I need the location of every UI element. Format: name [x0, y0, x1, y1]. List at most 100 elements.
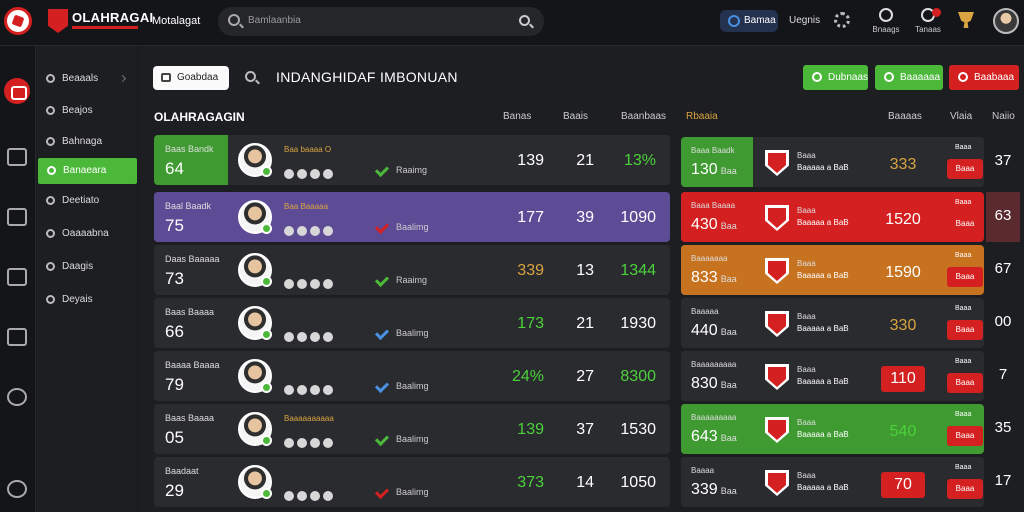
sidebar-item-8[interactable]: Deyais: [37, 287, 137, 313]
player-avatar[interactable]: [238, 412, 272, 446]
team-row[interactable]: Baaaa 339 Baa Baaa Baaaaa a BaB 70 Baaa B…: [681, 457, 984, 507]
col-header-1[interactable]: Banas: [503, 111, 532, 122]
form-dot-icon: [284, 169, 294, 179]
table-row[interactable]: Daas Baaaaa 73 Raaimg 339 13 1344: [154, 245, 670, 295]
status-pill[interactable]: Baaa: [947, 159, 983, 179]
filter-label: Goabdaa: [177, 72, 219, 83]
table-row[interactable]: Baaaa Baaaa 79 Baalimg 24% 27 8300: [154, 351, 670, 401]
gear-icon[interactable]: [834, 12, 850, 28]
player-avatar[interactable]: [238, 200, 272, 234]
trophy-icon[interactable]: [958, 12, 974, 28]
row-side-value: 7: [998, 366, 1008, 383]
row-value-1: 139: [517, 421, 544, 438]
form-dots: [284, 488, 336, 506]
app-logo[interactable]: [4, 7, 32, 35]
col-header-3[interactable]: Baanbaas: [621, 111, 667, 122]
user-avatar[interactable]: [993, 8, 1019, 34]
team-score: 333: [889, 156, 917, 173]
check-icon: [47, 166, 56, 175]
col-header-2[interactable]: Baais: [563, 111, 589, 122]
status-dot-icon: [261, 382, 272, 393]
row-accent: [154, 351, 228, 401]
form-dot-icon: [284, 438, 294, 448]
action-button-3[interactable]: Baabaaa: [949, 65, 1019, 90]
row-value-3: 1344: [620, 262, 656, 279]
top-icon-1[interactable]: Bnaags: [871, 8, 901, 34]
table-row[interactable]: Baal Baadk 75 Baa Baaaaa Baalimg 177 39 …: [154, 192, 670, 242]
status-pill[interactable]: Baaa: [947, 320, 983, 340]
rail-home-button[interactable]: [4, 78, 30, 104]
player-avatar[interactable]: [238, 359, 272, 393]
status-pill[interactable]: Baaa: [947, 373, 983, 393]
top-icon-2-label: Tanaas: [915, 25, 941, 34]
search-icon[interactable]: [245, 71, 256, 82]
action-button-2[interactable]: Baaaaaa: [875, 65, 943, 90]
rail-tools-icon[interactable]: [7, 388, 27, 406]
team-sublabel: Baaaaa a BaB: [797, 163, 849, 172]
action-button-1[interactable]: Dubnaas: [803, 65, 868, 90]
status-pill[interactable]: Baaa: [947, 214, 983, 234]
rail-chart-icon[interactable]: [7, 148, 27, 166]
shield-icon: [46, 295, 55, 304]
pill-header: Baaa: [955, 464, 972, 471]
team-row[interactable]: Baaa Baaaa 430 Baa Baaa Baaaaa a BaB 1520…: [681, 192, 984, 242]
right-col-header-2[interactable]: Vlaia: [950, 111, 973, 122]
search-submit-icon[interactable]: [519, 15, 530, 26]
status-pill-button[interactable]: Bamaa: [720, 10, 778, 32]
team-row[interactable]: Baaaaa 440 Baa Baaa Baaaaa a BaB 330 Baaa…: [681, 298, 984, 348]
row-name: Baas Bandk: [165, 144, 214, 154]
row-value-3: 1530: [620, 421, 656, 438]
team-label: Baaa: [797, 151, 816, 160]
team-score: 110: [881, 366, 925, 392]
team-name: Baaa Baadk: [691, 146, 735, 155]
table-row[interactable]: Baas Bandk 64 Baa baaaa O Raaimg 139 21 …: [154, 135, 670, 185]
right-col-header-3[interactable]: Naiio: [992, 111, 1015, 122]
table-row[interactable]: Baadaat 29 Baalimg 373 14 1050: [154, 457, 670, 507]
form-dots: [284, 223, 336, 241]
global-search[interactable]: Bamlaanbia: [218, 7, 544, 36]
filter-button[interactable]: Goabdaa: [153, 66, 229, 90]
row-mark-label: Raaimg: [396, 275, 428, 285]
status-pill[interactable]: Baaa: [947, 267, 983, 287]
sidebar-item-1[interactable]: Beaaals: [37, 66, 137, 92]
status-pill[interactable]: Baaa: [947, 426, 983, 446]
team-score: 540: [889, 423, 917, 440]
player-avatar[interactable]: [238, 143, 272, 177]
sidebar-item-5[interactable]: Deetiato: [37, 188, 137, 214]
rail-settings-icon[interactable]: [7, 480, 27, 498]
row-side-value: 37: [994, 152, 1012, 169]
sidebar-item-6[interactable]: Oaaaabna: [37, 221, 137, 247]
rail-board-icon[interactable]: [7, 268, 27, 286]
team-label: Baaa: [797, 206, 816, 215]
team-row[interactable]: Baaaaaaa 833 Baa Baaa Baaaaa a BaB 1590 B…: [681, 245, 984, 295]
status-dot-icon: [261, 488, 272, 499]
right-col-header-1[interactable]: Baaaas: [888, 111, 922, 122]
team-row[interactable]: Baaa Baadk 130 Baa Baaa Baaaaa a BaB 333 …: [681, 137, 984, 187]
sidebar-item-7[interactable]: Daagis: [37, 254, 137, 280]
status-pill[interactable]: Baaa: [947, 479, 983, 499]
sidebar-item-2[interactable]: Beajos: [37, 98, 137, 124]
rail-layers-icon[interactable]: [7, 208, 27, 226]
sidebar-item-4-active[interactable]: Banaeara: [38, 158, 137, 184]
table-row[interactable]: Baas Baaaa 05 Baaaaaaaaaa Baalimg 139 37…: [154, 404, 670, 454]
trend-check-icon: [374, 162, 390, 178]
row-value-2: 13: [576, 262, 594, 279]
top-nav-link[interactable]: Motalagat: [152, 15, 201, 27]
row-accent: [154, 298, 228, 348]
player-avatar[interactable]: [238, 253, 272, 287]
team-row[interactable]: Baaaaaaaaa 830 Baa Baaa Baaaaa a BaB 110 …: [681, 351, 984, 401]
player-avatar[interactable]: [238, 306, 272, 340]
table-row[interactable]: Baas Baaaa 66 Baalimg 173 21 1930: [154, 298, 670, 348]
form-dot-icon: [297, 491, 307, 501]
pill-header: Baaa: [955, 358, 972, 365]
form-dot-icon: [310, 385, 320, 395]
team-name: Baaa Baaaa: [691, 201, 736, 210]
form-dot-icon: [297, 279, 307, 289]
sidebar-item-3[interactable]: Bahnaga: [37, 129, 137, 155]
row-name: Baadaat: [165, 466, 199, 476]
rail-bus-icon[interactable]: [7, 328, 27, 346]
top-link[interactable]: Uegnis: [789, 15, 821, 26]
player-avatar[interactable]: [238, 465, 272, 499]
team-row[interactable]: Baaaaaaaaa 643 Baa Baaa Baaaaa a BaB 540 …: [681, 404, 984, 454]
form-dots: [284, 435, 336, 453]
